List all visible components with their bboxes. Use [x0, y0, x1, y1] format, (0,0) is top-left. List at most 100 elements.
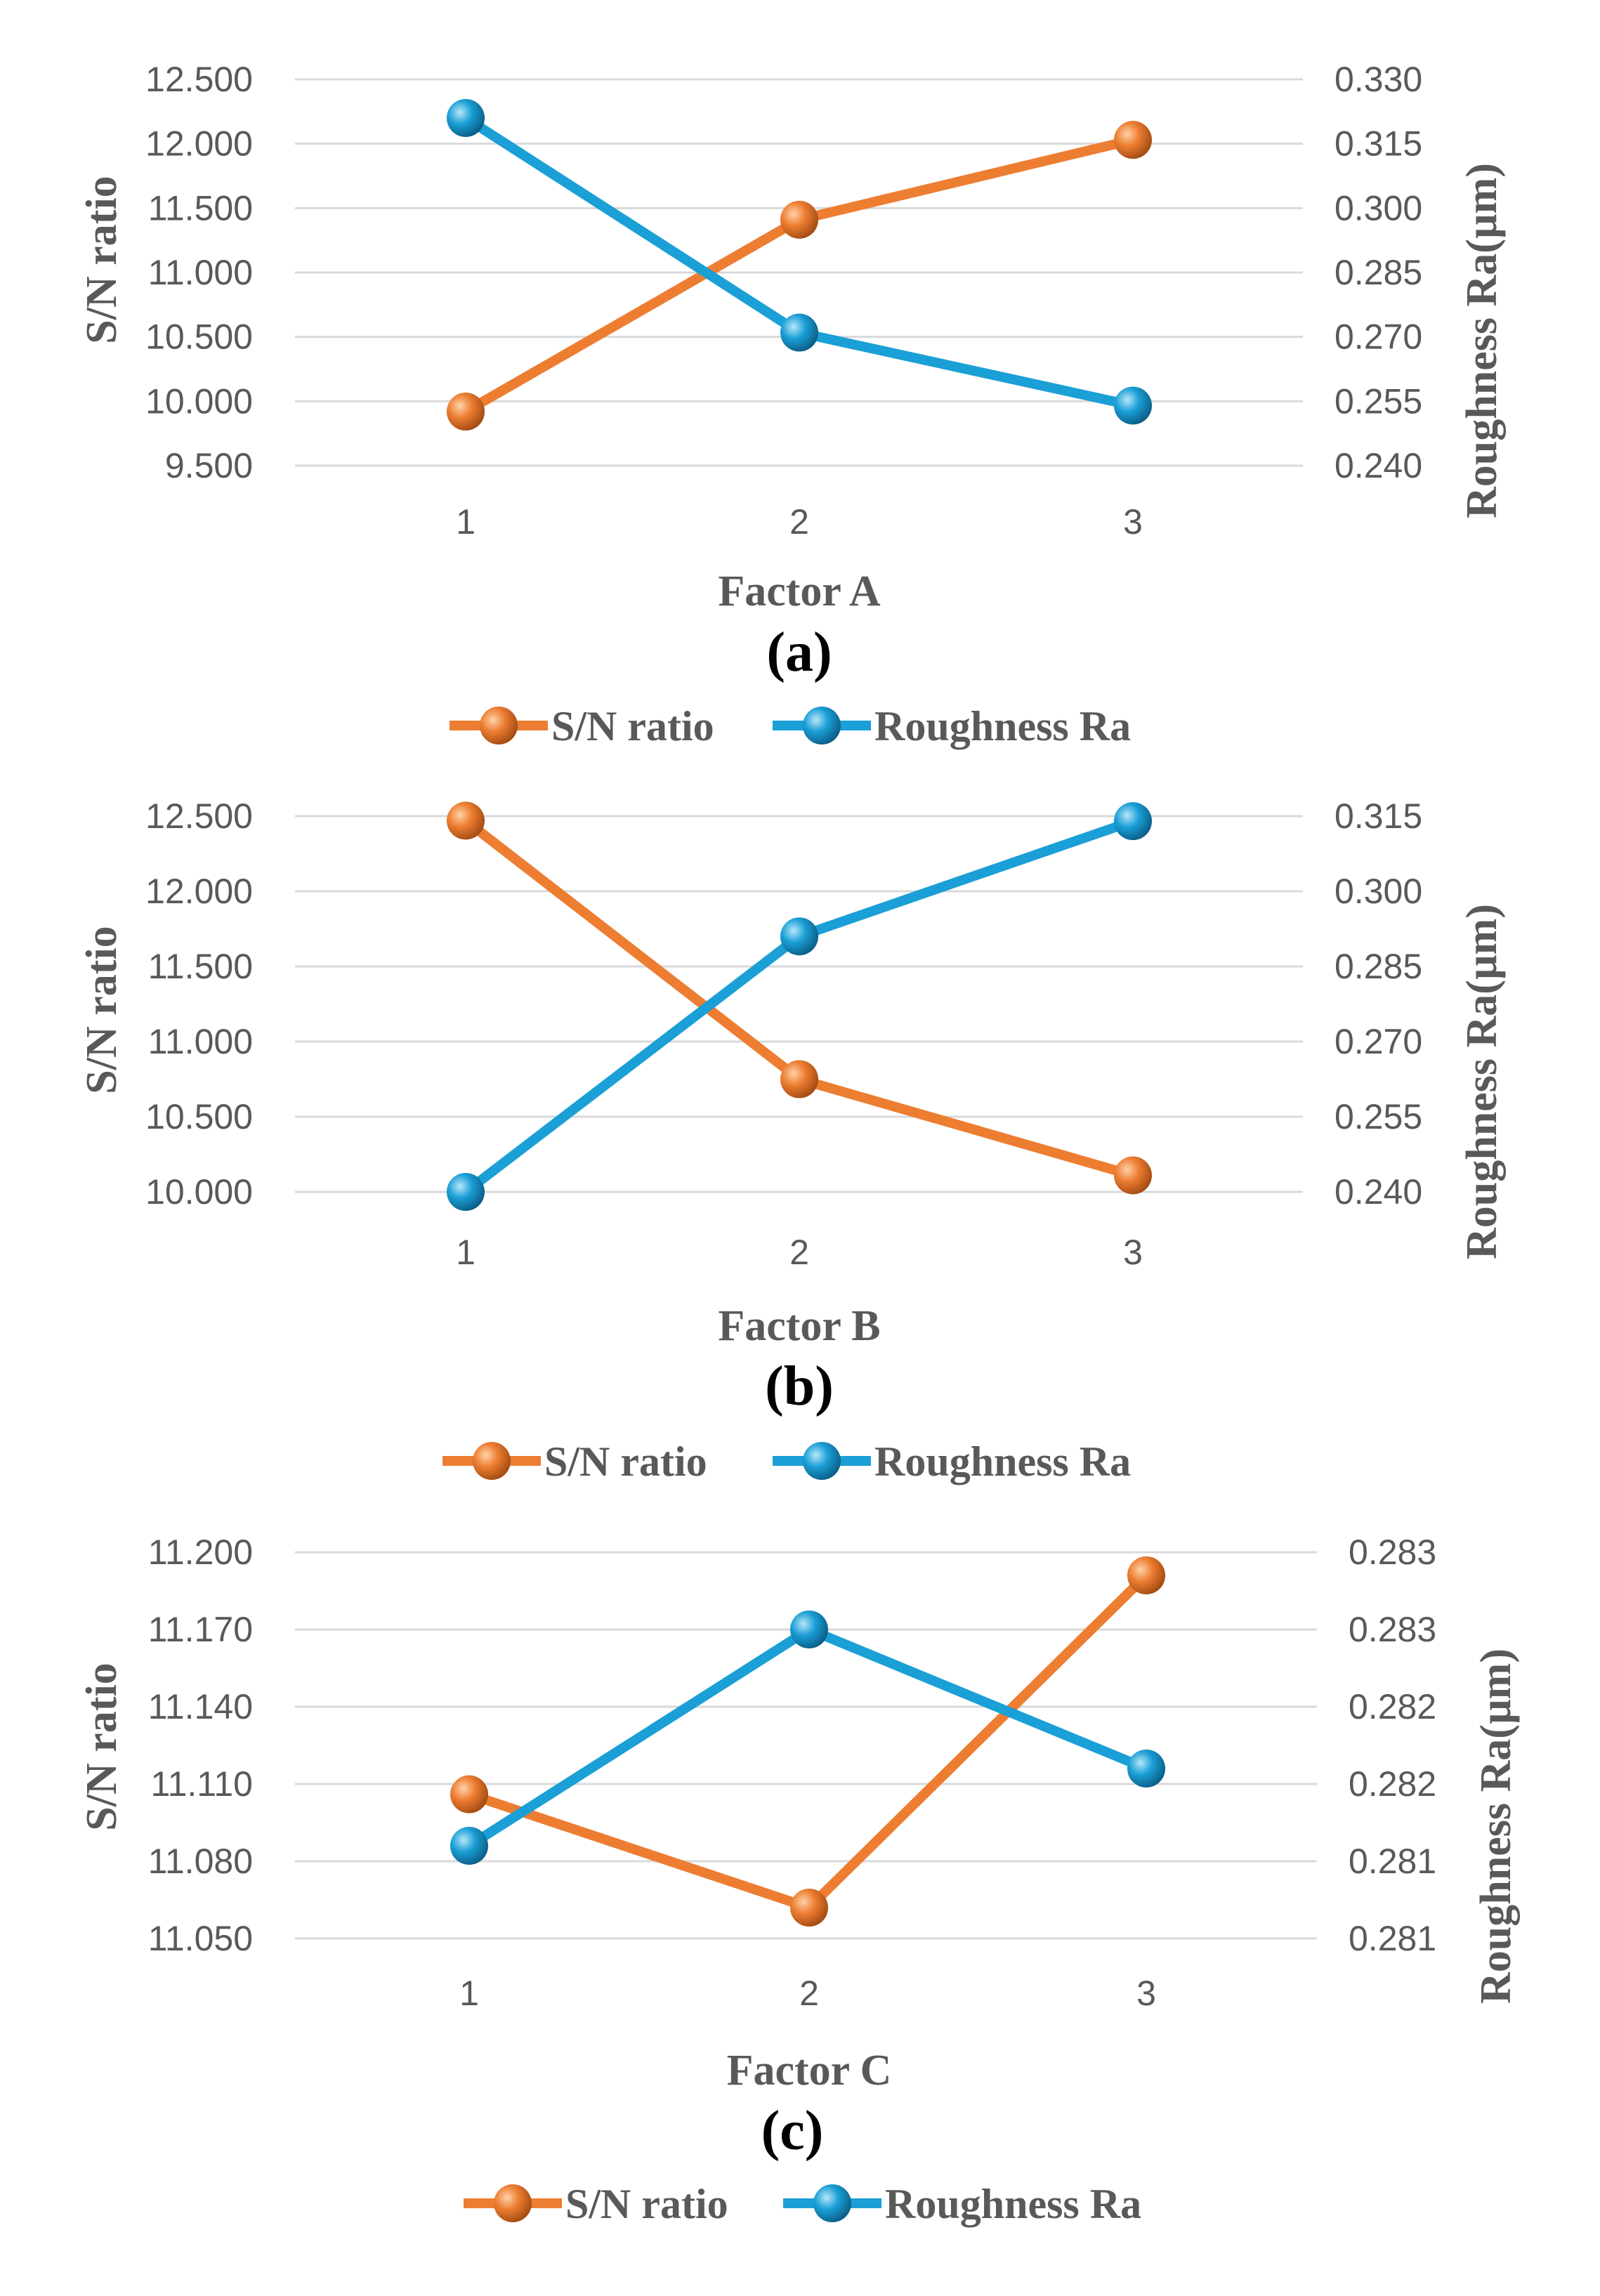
y2-tick-label: 0.283	[1349, 1610, 1436, 1649]
y-tick-label: 9.500	[165, 446, 253, 485]
y2-tick-label: 0.315	[1335, 796, 1422, 836]
sn-ratio-point	[1127, 1556, 1165, 1594]
legend-sn-label: S/N ratio	[544, 1438, 707, 1485]
series-markers	[450, 1556, 1165, 1927]
y2-tick-label: 0.300	[1335, 188, 1422, 228]
legend-ra-marker	[803, 1442, 841, 1480]
y-tick-label: 10.000	[145, 381, 253, 421]
y-tick-label: 10.500	[145, 317, 253, 357]
series-markers	[447, 801, 1152, 1211]
y-tick-label: 12.000	[145, 872, 253, 911]
legend-ra-label: Roughness Ra	[874, 1438, 1131, 1485]
left-axis-ticks: 12.500 12.000 11.500 11.000 10.500 10.000	[145, 796, 253, 1212]
y2-tick-label: 0.285	[1335, 947, 1422, 986]
sn-ratio-point	[450, 1775, 488, 1813]
x-axis-title: Factor B	[718, 1302, 880, 1350]
y-tick-label: 11.500	[148, 188, 253, 228]
sn-ratio-point	[447, 393, 485, 431]
legend-sn-marker	[494, 2184, 532, 2222]
roughness-line	[464, 1625, 1151, 1851]
x-tick-label: 2	[799, 1974, 819, 2013]
y2-tick-label: 0.281	[1349, 1919, 1436, 1958]
legend-sn-marker	[480, 707, 518, 744]
sn-ratio-line	[461, 815, 1138, 1181]
x-tick-label: 1	[456, 502, 476, 542]
y2-tick-label: 0.270	[1335, 1022, 1422, 1061]
legend-ra-marker	[803, 707, 841, 744]
y-tick-label: 12.000	[145, 124, 253, 164]
x-axis-ticks: 1 2 3	[456, 502, 1143, 542]
chart-panel-a: 12.500 12.000 11.500 11.000 10.500 10.000 9.50…	[78, 60, 1506, 749]
sn-ratio-point	[447, 801, 485, 840]
y-tick-label: 12.500	[145, 796, 253, 836]
sn-ratio-point	[780, 200, 818, 239]
legend-ra-label: Roughness Ra	[885, 2181, 1141, 2227]
sn-ratio-point	[1114, 121, 1152, 159]
sn-ratio-point	[780, 1060, 818, 1098]
y2-tick-label: 0.240	[1335, 1172, 1422, 1212]
roughness-point	[447, 1173, 485, 1211]
roughness-point	[1127, 1750, 1165, 1787]
panel-label: (a)	[766, 622, 832, 683]
y-tick-label: 11.050	[148, 1919, 253, 1958]
legend-ra-label: Roughness Ra	[874, 703, 1131, 749]
y2-tick-label: 0.281	[1349, 1842, 1436, 1881]
y2-tick-label: 0.283	[1349, 1533, 1436, 1572]
y2-tick-label: 0.282	[1349, 1687, 1436, 1726]
right-axis-title: Roughness Ra(µm)	[1472, 1648, 1520, 2004]
roughness-point	[1114, 386, 1152, 425]
y-tick-label: 10.500	[145, 1097, 253, 1136]
x-axis-title: Factor C	[727, 2047, 892, 2094]
legend-sn-label: S/N ratio	[551, 703, 714, 749]
y-tick-label: 11.000	[148, 253, 253, 292]
sn-ratio-point	[790, 1889, 828, 1927]
panel-label: (b)	[765, 1356, 834, 1417]
legend-sn-label: S/N ratio	[565, 2181, 728, 2227]
x-axis-ticks: 1 2 3	[459, 1974, 1156, 2013]
right-axis-ticks: 0.315 0.300 0.285 0.270 0.255 0.240	[1335, 796, 1422, 1212]
right-axis-title: Roughness Ra(µm)	[1458, 904, 1506, 1259]
roughness-line	[461, 816, 1138, 1197]
legend[interactable]: S/N ratio Roughness Ra	[442, 1438, 1131, 1485]
x-axis-ticks: 1 2 3	[456, 1233, 1143, 1272]
y2-tick-label: 0.255	[1335, 1097, 1422, 1136]
roughness-point	[447, 99, 485, 137]
x-axis-title: Factor A	[718, 568, 881, 615]
roughness-point	[780, 917, 818, 956]
x-tick-label: 3	[1123, 502, 1143, 542]
x-tick-label: 3	[1123, 1233, 1143, 1272]
y-tick-label: 11.500	[148, 947, 253, 986]
legend[interactable]: S/N ratio Roughness Ra	[450, 703, 1131, 749]
x-tick-label: 1	[459, 1974, 479, 2013]
right-axis-ticks: 0.330 0.315 0.300 0.285 0.270 0.255 0.240	[1335, 60, 1422, 485]
chart-panel-c: 11.200 11.170 11.140 11.110 11.080 11.050 0.2…	[78, 1533, 1520, 2227]
legend[interactable]: S/N ratio Roughness Ra	[464, 2181, 1141, 2227]
y-tick-label: 11.200	[148, 1533, 253, 1572]
y-tick-label: 10.000	[145, 1172, 253, 1212]
gridlines	[295, 1551, 1317, 1940]
sn-ratio-point	[1114, 1156, 1152, 1195]
y-tick-label: 11.110	[150, 1764, 253, 1804]
roughness-point	[780, 313, 818, 352]
y2-tick-label: 0.270	[1335, 317, 1422, 357]
right-axis-title: Roughness Ra(µm)	[1458, 163, 1506, 518]
y2-tick-label: 0.282	[1349, 1764, 1436, 1804]
y2-tick-label: 0.330	[1335, 60, 1422, 99]
y2-tick-label: 0.315	[1335, 124, 1422, 164]
roughness-point	[790, 1611, 828, 1648]
right-axis-ticks: 0.283 0.283 0.282 0.282 0.281 0.281	[1349, 1533, 1436, 1958]
y-tick-label: 11.000	[148, 1022, 253, 1061]
left-axis-title: S/N ratio	[78, 926, 126, 1094]
roughness-point	[1114, 802, 1152, 841]
y-tick-label: 11.170	[148, 1610, 253, 1649]
y-tick-label: 11.080	[148, 1842, 253, 1881]
series-lines	[461, 815, 1138, 1197]
roughness-point	[450, 1827, 488, 1865]
panel-label: (c)	[761, 2100, 824, 2162]
chart-panel-b: 12.500 12.000 11.500 11.000 10.500 10.000 0.3…	[78, 796, 1506, 1485]
y2-tick-label: 0.285	[1335, 253, 1422, 292]
gridlines	[295, 815, 1303, 1193]
y-tick-label: 12.500	[145, 60, 253, 99]
x-tick-label: 2	[789, 1233, 809, 1272]
